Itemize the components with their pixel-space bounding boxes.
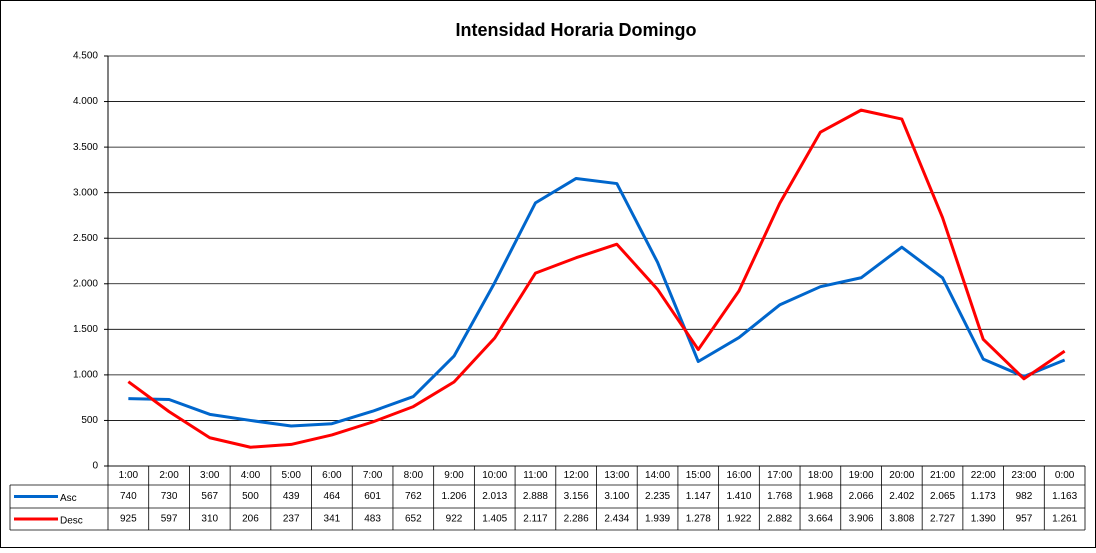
table-value: 762 — [405, 491, 422, 502]
x-tick-label: 23:00 — [1011, 470, 1036, 481]
table-value: 652 — [405, 514, 422, 525]
x-tick-label: 22:00 — [971, 470, 996, 481]
table-value: 957 — [1016, 514, 1033, 525]
x-tick-label: 15:00 — [686, 470, 711, 481]
y-tick-label: 4.500 — [73, 51, 98, 62]
table-value: 439 — [283, 491, 300, 502]
x-tick-label: 16:00 — [726, 470, 751, 481]
x-tick-label: 14:00 — [645, 470, 670, 481]
table-value: 1.768 — [767, 491, 792, 502]
table-value: 2.434 — [604, 514, 629, 525]
table-value: 982 — [1016, 491, 1033, 502]
table-value: 1.922 — [726, 514, 751, 525]
table-value: 1.163 — [1052, 491, 1077, 502]
x-tick-label: 10:00 — [482, 470, 507, 481]
table-value: 2.235 — [645, 491, 670, 502]
table-value: 341 — [324, 514, 341, 525]
table-value: 1.939 — [645, 514, 670, 525]
x-tick-label: 6:00 — [322, 470, 342, 481]
y-tick-label: 3.000 — [73, 187, 98, 198]
y-tick-label: 1.000 — [73, 370, 98, 381]
table-value: 3.156 — [564, 491, 589, 502]
x-tick-label: 3:00 — [200, 470, 220, 481]
table-value: 2.402 — [889, 491, 914, 502]
series-line — [127, 108, 1066, 449]
x-tick-label: 20:00 — [889, 470, 914, 481]
table-value: 1.968 — [808, 491, 833, 502]
chart-title: Intensidad Horaria Domingo — [455, 20, 696, 40]
table-value: 1.173 — [971, 491, 996, 502]
series-line — [128, 176, 1066, 428]
table-value: 1.261 — [1052, 514, 1077, 525]
x-tick-label: 4:00 — [241, 470, 261, 481]
table-value: 740 — [120, 491, 137, 502]
table-value: 601 — [364, 491, 381, 502]
table-value: 2.882 — [767, 514, 792, 525]
y-tick-label: 0 — [92, 461, 98, 472]
y-tick-label: 2.500 — [73, 233, 98, 244]
y-tick-label: 4.000 — [73, 96, 98, 107]
table-value: 3.906 — [849, 514, 874, 525]
table-value: 2.066 — [849, 491, 874, 502]
table-value: 2.727 — [930, 514, 955, 525]
table-value: 730 — [161, 491, 178, 502]
x-tick-label: 0:00 — [1055, 470, 1075, 481]
table-value: 1.405 — [482, 514, 507, 525]
table-value: 925 — [120, 514, 137, 525]
x-tick-label: 9:00 — [444, 470, 464, 481]
x-tick-label: 18:00 — [808, 470, 833, 481]
table-value: 464 — [324, 491, 341, 502]
table-value: 483 — [364, 514, 381, 525]
legend-label: Asc — [60, 493, 77, 504]
y-tick-label: 2.000 — [73, 278, 98, 289]
table-value: 3.664 — [808, 514, 833, 525]
x-tick-label: 7:00 — [363, 470, 383, 481]
x-tick-label: 5:00 — [281, 470, 301, 481]
x-tick-label: 1:00 — [119, 470, 139, 481]
table-value: 2.286 — [564, 514, 589, 525]
table-value: 922 — [446, 514, 463, 525]
x-tick-label: 17:00 — [767, 470, 792, 481]
table-value: 1.410 — [726, 491, 751, 502]
x-tick-label: 11:00 — [523, 470, 548, 481]
x-tick-label: 8:00 — [404, 470, 424, 481]
table-value: 237 — [283, 514, 300, 525]
table-value: 206 — [242, 514, 259, 525]
table-value: 1.278 — [686, 514, 711, 525]
table-value: 1.147 — [686, 491, 711, 502]
table-value: 597 — [161, 514, 178, 525]
table-value: 3.100 — [604, 491, 629, 502]
legend-label: Desc — [60, 516, 83, 527]
x-tick-label: 13:00 — [604, 470, 629, 481]
table-value: 500 — [242, 491, 259, 502]
x-tick-label: 21:00 — [930, 470, 955, 481]
x-tick-label: 12:00 — [564, 470, 589, 481]
y-tick-label: 1.500 — [73, 324, 98, 335]
table-value: 2.013 — [482, 491, 507, 502]
table-value: 2.065 — [930, 491, 955, 502]
table-value: 1.390 — [971, 514, 996, 525]
table-value: 2.888 — [523, 491, 548, 502]
y-tick-label: 3.500 — [73, 142, 98, 153]
x-tick-label: 2:00 — [159, 470, 179, 481]
table-value: 3.808 — [889, 514, 914, 525]
x-tick-label: 19:00 — [849, 470, 874, 481]
table-value: 310 — [201, 514, 218, 525]
table-value: 567 — [201, 491, 218, 502]
table-value: 1.206 — [442, 491, 467, 502]
table-value: 2.117 — [523, 514, 548, 525]
y-tick-label: 500 — [81, 415, 98, 426]
